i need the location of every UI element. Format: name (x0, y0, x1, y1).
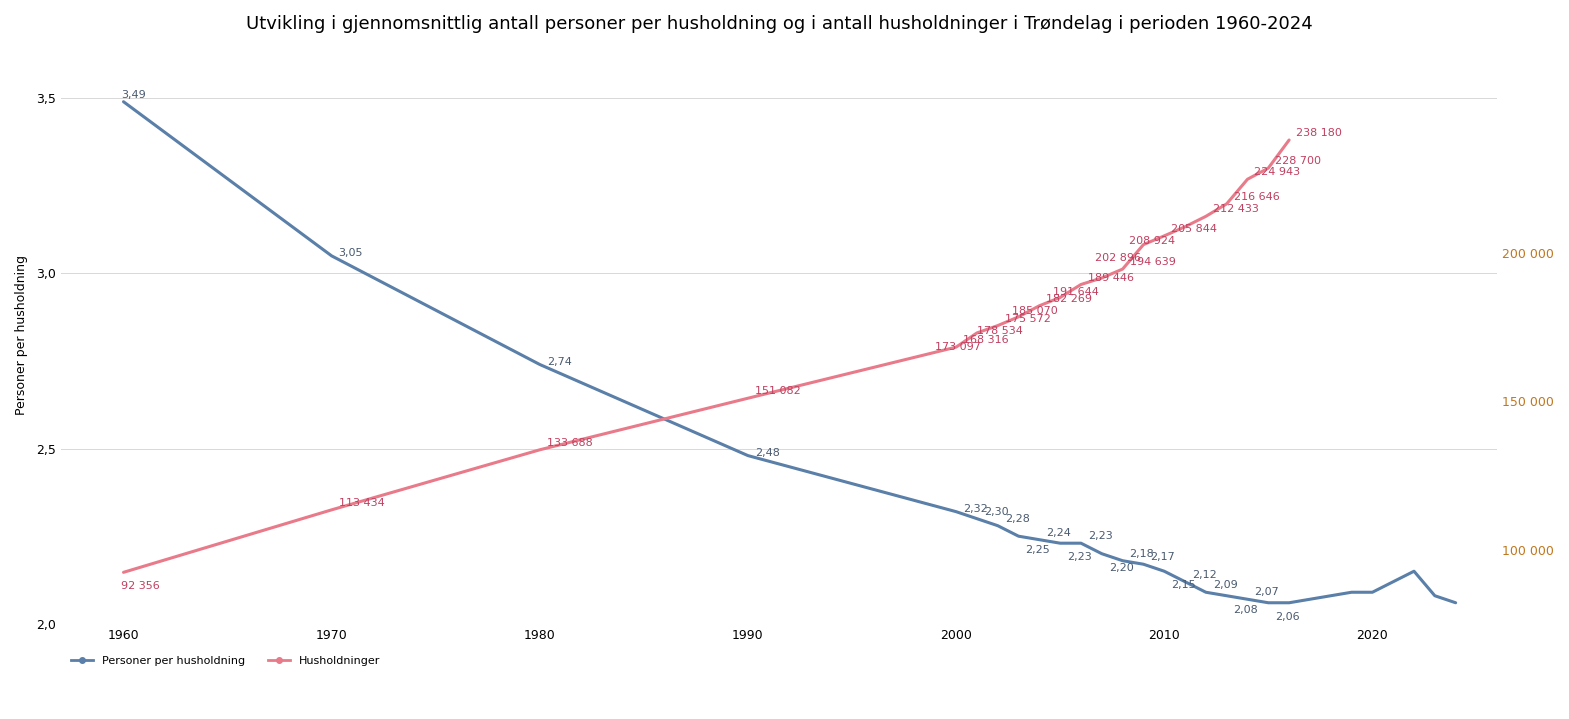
Text: 194 639: 194 639 (1130, 257, 1175, 267)
Text: 2,18: 2,18 (1130, 549, 1155, 559)
Text: 185 070: 185 070 (1012, 306, 1058, 316)
Text: 151 082: 151 082 (755, 386, 800, 396)
Text: 175 572: 175 572 (1004, 313, 1051, 324)
Text: 2,48: 2,48 (755, 448, 780, 458)
Text: 208 924: 208 924 (1130, 236, 1175, 246)
Text: 2,74: 2,74 (546, 357, 571, 367)
Text: 212 433: 212 433 (1213, 204, 1258, 214)
Text: 2,23: 2,23 (1087, 531, 1112, 541)
Text: 173 097: 173 097 (935, 342, 981, 352)
Text: 224 943: 224 943 (1255, 168, 1301, 178)
Text: 133 688: 133 688 (546, 438, 593, 448)
Text: 2,12: 2,12 (1192, 569, 1216, 580)
Title: Utvikling i gjennomsnittlig antall personer per husholdning og i antall husholdn: Utvikling i gjennomsnittlig antall perso… (246, 15, 1313, 33)
Text: 2,15: 2,15 (1170, 580, 1196, 590)
Text: 238 180: 238 180 (1296, 128, 1341, 138)
Text: 2,25: 2,25 (1026, 545, 1050, 555)
Text: 2,08: 2,08 (1233, 605, 1258, 615)
Text: 216 646: 216 646 (1233, 192, 1279, 202)
Text: 3,49: 3,49 (121, 90, 146, 100)
Text: 2,07: 2,07 (1255, 587, 1279, 597)
Legend: Personer per husholdning, Husholdninger: Personer per husholdning, Husholdninger (66, 651, 384, 670)
Text: 2,28: 2,28 (1004, 514, 1029, 523)
Text: 2,17: 2,17 (1150, 552, 1175, 562)
Text: 3,05: 3,05 (339, 248, 362, 258)
Text: 2,06: 2,06 (1276, 612, 1299, 622)
Text: 2,23: 2,23 (1067, 552, 1092, 562)
Text: 2,20: 2,20 (1109, 562, 1133, 572)
Text: 205 844: 205 844 (1170, 224, 1218, 234)
Text: 2,32: 2,32 (963, 504, 988, 514)
Text: 113 434: 113 434 (339, 498, 384, 508)
Text: 228 700: 228 700 (1276, 156, 1321, 166)
Text: 191 644: 191 644 (1053, 287, 1098, 297)
Text: 178 534: 178 534 (977, 326, 1023, 336)
Text: 189 446: 189 446 (1087, 273, 1134, 283)
Y-axis label: Personer per husholdning: Personer per husholdning (16, 255, 28, 415)
Text: 2,09: 2,09 (1213, 580, 1238, 590)
Text: 92 356: 92 356 (121, 581, 160, 591)
Text: 2,30: 2,30 (984, 507, 1009, 517)
Text: 202 896: 202 896 (1095, 254, 1141, 263)
Text: 168 316: 168 316 (963, 335, 1009, 345)
Text: 182 269: 182 269 (1047, 294, 1092, 304)
Text: 2,24: 2,24 (1047, 528, 1072, 538)
